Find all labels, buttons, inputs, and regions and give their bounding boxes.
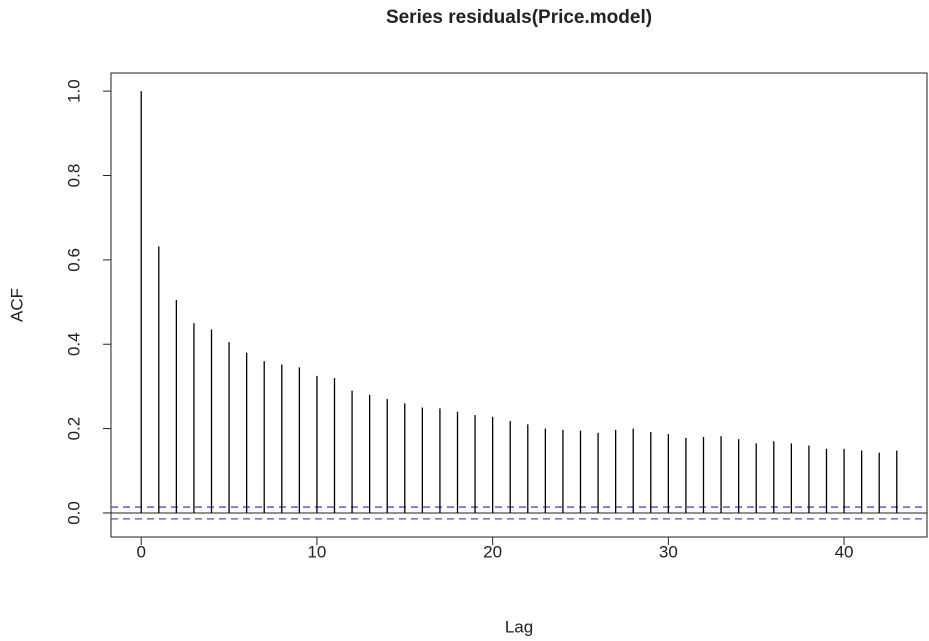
y-tick-label: 0.0	[64, 501, 83, 525]
x-axis-label: Lag	[505, 617, 533, 636]
x-tick-label: 30	[659, 542, 678, 561]
x-tick-label: 0	[136, 542, 145, 561]
y-tick-label: 0.2	[64, 417, 83, 441]
plot-frame	[110, 72, 928, 538]
y-tick-label: 0.4	[64, 332, 83, 356]
chart-title: Series residuals(Price.model)	[386, 7, 652, 28]
y-tick-label: 1.0	[64, 79, 83, 103]
y-tick-label: 0.6	[64, 248, 83, 272]
y-axis-label: ACF	[7, 288, 26, 322]
x-tick-label: 20	[483, 542, 502, 561]
x-tick-label: 10	[307, 542, 326, 561]
y-tick-label: 0.8	[64, 164, 83, 188]
x-tick-label: 40	[835, 542, 854, 561]
